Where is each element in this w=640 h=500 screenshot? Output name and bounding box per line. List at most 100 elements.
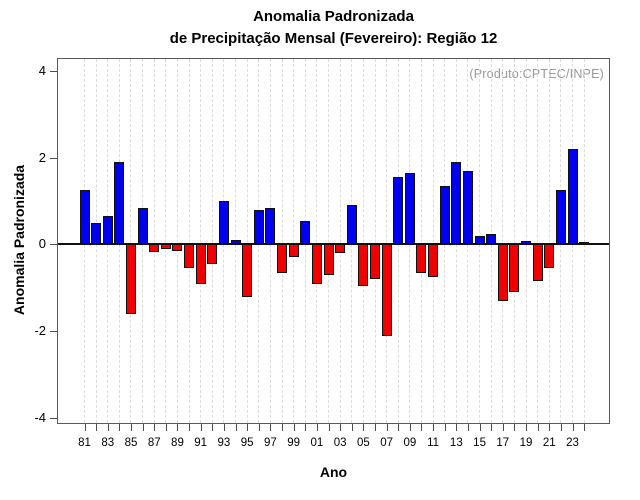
- bar-23: [567, 148, 578, 245]
- x-tick-96: [258, 424, 260, 431]
- x-tick-24: [584, 424, 586, 431]
- x-tick-01: [316, 424, 318, 431]
- gridline-91: [200, 59, 202, 423]
- x-tick-label-11: 11: [427, 437, 440, 449]
- y-tick-label-0: 0: [38, 236, 46, 252]
- chart-title: Anomalia Padronizada de Precipitação Men…: [57, 6, 610, 50]
- gridline-19: [525, 59, 527, 423]
- gridline-21: [548, 59, 550, 423]
- x-tick-21: [549, 424, 551, 431]
- gridline-01: [316, 59, 318, 423]
- y-tick--2: [50, 331, 57, 333]
- zero-axis-line: [58, 243, 609, 246]
- x-tick-label-19: 19: [519, 437, 533, 449]
- bar-05: [358, 244, 369, 286]
- x-tick-label-95: 95: [240, 437, 254, 449]
- x-tick-label-81: 81: [78, 437, 91, 449]
- x-tick-label-97: 97: [264, 437, 277, 449]
- bar-17: [497, 244, 508, 301]
- gridline-02: [328, 59, 330, 423]
- gridline-11: [432, 59, 434, 423]
- x-tick-label-91: 91: [194, 437, 208, 449]
- gridline-17: [502, 59, 504, 423]
- gridline-98: [281, 59, 283, 423]
- gridline-10: [420, 59, 422, 423]
- x-tick-label-21: 21: [542, 437, 556, 449]
- gridline-06: [374, 59, 376, 423]
- gridline-95: [246, 59, 248, 423]
- bar-20: [532, 244, 543, 282]
- gridline-99: [293, 59, 295, 423]
- bar-82: [91, 222, 102, 245]
- y-tick-label--4: -4: [34, 410, 46, 426]
- x-tick-label-13: 13: [449, 437, 463, 449]
- bar-96: [253, 209, 264, 245]
- x-tick-97: [270, 424, 272, 431]
- bar-10: [416, 244, 427, 273]
- bar-99: [288, 244, 299, 258]
- x-tick-label-89: 89: [171, 437, 184, 449]
- x-tick-19: [526, 424, 528, 431]
- x-tick-label-03: 03: [333, 437, 347, 449]
- y-tick--4: [50, 418, 57, 420]
- x-tick-label-09: 09: [403, 437, 417, 449]
- y-tick-label-2: 2: [38, 149, 46, 165]
- x-tick-86: [142, 424, 144, 431]
- bar-97: [265, 207, 276, 245]
- x-tick-04: [351, 424, 353, 431]
- bar-93: [218, 201, 229, 245]
- x-tick-81: [84, 424, 86, 431]
- bar-00: [300, 220, 311, 245]
- bar-87: [149, 244, 160, 252]
- bar-21: [544, 244, 555, 269]
- gridline-89: [176, 59, 178, 423]
- gridline-18: [513, 59, 515, 423]
- gridline-05: [362, 59, 364, 423]
- x-tick-label-85: 85: [124, 437, 138, 449]
- y-tick-label-4: 4: [38, 62, 46, 78]
- y-tick-2: [50, 157, 57, 159]
- x-tick-85: [130, 424, 132, 431]
- bar-01: [311, 244, 322, 284]
- x-tick-11: [433, 424, 435, 431]
- x-tick-98: [282, 424, 284, 431]
- x-tick-05: [363, 424, 365, 431]
- x-tick-label-87: 87: [147, 437, 161, 449]
- x-axis: 81 83 85 87 89 91 93 95 97 99 01 03 05 07 09 11 13 15 17 19…: [58, 424, 610, 470]
- chart-title-line2: de Precipitação Mensal (Fevereiro): Regi…: [169, 30, 498, 47]
- x-tick-06: [375, 424, 376, 431]
- x-tick-label-99: 99: [287, 437, 301, 449]
- x-tick-95: [247, 424, 249, 431]
- x-tick-99: [293, 424, 295, 431]
- x-tick-label-07: 07: [380, 437, 393, 449]
- bar-92: [207, 244, 218, 264]
- x-tick-90: [189, 424, 191, 431]
- x-tick-93: [223, 424, 225, 431]
- gridline-90: [188, 59, 190, 423]
- gridline-03: [339, 59, 341, 423]
- x-tick-89: [177, 424, 179, 431]
- x-tick-88: [165, 424, 167, 431]
- bar-08: [393, 177, 404, 245]
- bar-14: [462, 170, 473, 245]
- x-tick-label-05: 05: [356, 437, 370, 449]
- bar-83: [102, 216, 113, 245]
- x-tick-label-83: 83: [101, 437, 115, 449]
- x-tick-09: [409, 424, 411, 431]
- x-tick-14: [467, 424, 469, 431]
- gridline-20: [537, 59, 539, 423]
- x-tick-87: [154, 424, 156, 431]
- gridline-88: [165, 59, 167, 423]
- x-tick-label-93: 93: [217, 437, 231, 449]
- gridline-87: [153, 59, 155, 423]
- y-tick-label--2: -2: [34, 323, 46, 339]
- bar-06: [370, 244, 380, 280]
- x-tick-label-01: 01: [310, 437, 324, 449]
- x-tick-03: [340, 424, 342, 431]
- x-tick-17: [502, 424, 504, 431]
- x-tick-18: [514, 424, 516, 431]
- bar-84: [114, 161, 125, 245]
- y-tick-0: [50, 244, 57, 246]
- x-tick-91: [200, 424, 202, 431]
- x-tick-label-15: 15: [473, 437, 486, 449]
